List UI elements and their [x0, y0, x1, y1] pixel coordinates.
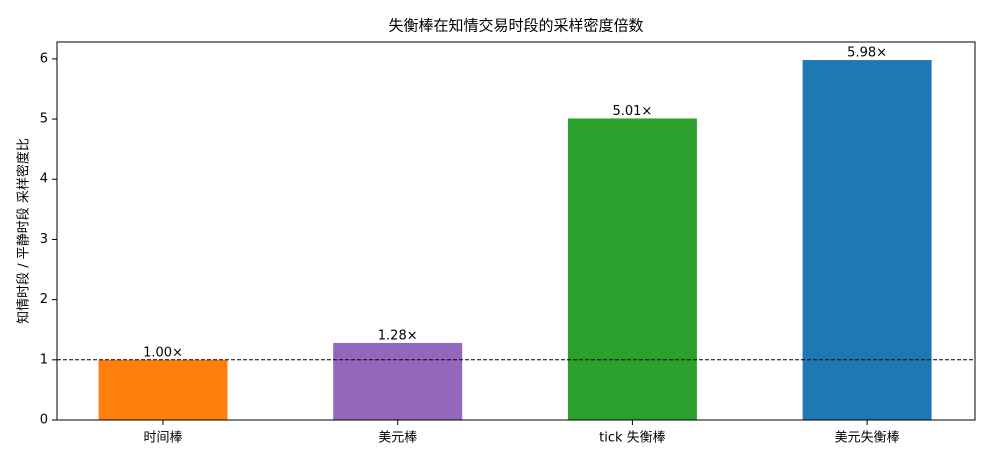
y-tick-label: 3	[40, 232, 48, 247]
x-tick-label: 时间棒	[143, 431, 182, 446]
x-tick-label: 美元棒	[378, 431, 417, 446]
bar	[802, 60, 932, 421]
bar	[333, 342, 463, 420]
y-tick-label: 2	[40, 292, 48, 307]
y-tick-label: 4	[40, 172, 48, 187]
chart-title: 失衡棒在知情交易时段的采样密度倍数	[388, 17, 643, 35]
bar	[567, 118, 697, 420]
y-tick-label: 5	[40, 112, 48, 127]
y-tick-label: 0	[40, 413, 48, 428]
bar	[98, 359, 228, 420]
value-label: 1.28×	[378, 328, 418, 343]
value-label: 5.01×	[612, 104, 652, 119]
plot-frame	[56, 41, 976, 421]
x-tick-label: 美元失衡棒	[835, 431, 900, 446]
value-label: 1.00×	[143, 345, 183, 360]
value-label: 5.98×	[847, 46, 887, 61]
y-axis-label: 知情时段 / 平静时段 采样密度比	[16, 138, 32, 324]
y-tick-label: 6	[40, 51, 48, 66]
y-tick-label: 1	[40, 352, 48, 367]
x-tick-label: tick 失衡棒	[599, 431, 666, 446]
